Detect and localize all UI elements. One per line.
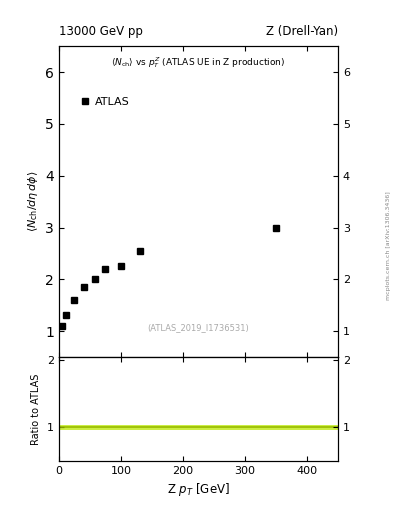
- Y-axis label: $\langle N_{\rm ch}/d\eta\, d\phi \rangle$: $\langle N_{\rm ch}/d\eta\, d\phi \rangl…: [26, 171, 40, 232]
- Text: (ATLAS_2019_I1736531): (ATLAS_2019_I1736531): [148, 323, 249, 332]
- ATLAS: [72, 297, 77, 303]
- ATLAS: [64, 311, 69, 317]
- Text: Z (Drell-Yan): Z (Drell-Yan): [266, 26, 338, 38]
- Y-axis label: Ratio to ATLAS: Ratio to ATLAS: [31, 373, 41, 444]
- ATLAS: [137, 248, 142, 254]
- Line: ATLAS: ATLAS: [59, 224, 279, 330]
- Text: mcplots.cern.ch [arXiv:1306.3436]: mcplots.cern.ch [arXiv:1306.3436]: [386, 191, 391, 300]
- ATLAS: [60, 323, 64, 329]
- Text: $\langle N_{\rm ch}\rangle$ vs $p_T^Z$ (ATLAS UE in Z production): $\langle N_{\rm ch}\rangle$ vs $p_T^Z$ (…: [111, 55, 286, 70]
- ATLAS: [274, 224, 278, 230]
- Bar: [59, 424, 338, 430]
- ATLAS: [81, 284, 86, 290]
- Legend: ATLAS: ATLAS: [76, 92, 134, 111]
- X-axis label: Z $p_T$ [GeV]: Z $p_T$ [GeV]: [167, 481, 230, 498]
- ATLAS: [103, 266, 108, 272]
- ATLAS: [119, 263, 123, 269]
- Text: 13000 GeV pp: 13000 GeV pp: [59, 26, 143, 38]
- ATLAS: [93, 276, 97, 283]
